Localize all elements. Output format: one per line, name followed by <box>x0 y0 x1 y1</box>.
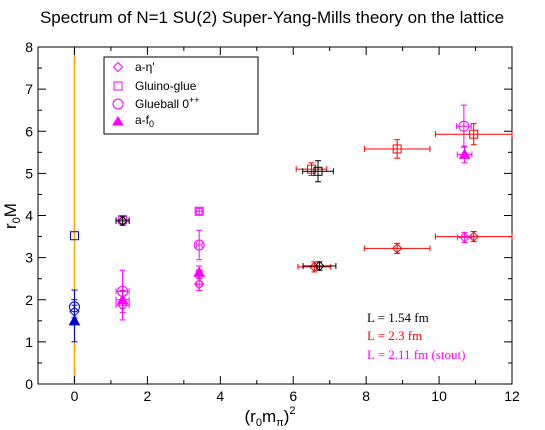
data-point-triangle <box>193 265 206 280</box>
x-tick-label: 6 <box>289 388 297 404</box>
diamond-marker <box>314 260 325 272</box>
square-marker <box>313 166 323 176</box>
y-tick-label: 7 <box>25 81 33 97</box>
legend-label-a-f0-sub: 0 <box>149 119 154 129</box>
legend-entry-a-f0: a-f0 <box>112 113 154 129</box>
data-point-square <box>69 231 79 241</box>
data-point-triangle <box>456 145 473 164</box>
data-point-diamond <box>363 242 431 254</box>
y-tick-label: 5 <box>25 165 33 181</box>
legend-entry-glueball: Glueball 0++ <box>112 95 200 111</box>
diamond-marker <box>468 231 479 242</box>
x-tick-label: 10 <box>431 388 447 404</box>
data-point-diamond <box>193 277 205 291</box>
data-point-square <box>363 139 431 159</box>
diamond-marker <box>193 278 205 290</box>
x-tick-label: 0 <box>71 388 79 404</box>
y-tick-label: 2 <box>25 292 33 308</box>
legend-label-eta-prime: a-η' <box>135 60 155 74</box>
data-point-diamond <box>115 215 130 227</box>
legend-diamond-marker <box>112 61 124 73</box>
ensemble-label-3: L = 2.11 fm (stout) <box>367 347 465 362</box>
x-tick-label: 8 <box>362 388 370 404</box>
svg-text:Glueball 0++: Glueball 0++ <box>135 95 200 111</box>
data-point-circle <box>456 104 472 148</box>
legend-entry-gluino-glue: Gluino-glue <box>113 79 197 93</box>
chart-title: Spectrum of N=1 SU(2) Super-Yang-Mills t… <box>40 8 504 27</box>
legend-label-gluino-glue: Gluino-glue <box>135 79 197 93</box>
diamond-marker <box>391 243 403 254</box>
y-tick-label: 4 <box>25 208 33 224</box>
y-tick-label: 6 <box>25 123 33 139</box>
legend-triangle-marker <box>112 116 124 126</box>
square-marker <box>69 231 79 241</box>
svg-text:a-f0: a-f0 <box>135 113 154 129</box>
x-axis-label: (r0mπ)2 <box>244 405 295 429</box>
legend-label-a-f0: a-f <box>135 113 150 127</box>
legend-circle-marker <box>112 98 124 110</box>
legend-square-marker <box>113 81 123 91</box>
y-tick-label: 1 <box>25 334 33 350</box>
data-point-square <box>194 206 204 216</box>
triangle-marker <box>458 148 471 159</box>
y-tick-label: 3 <box>25 250 33 266</box>
y-axis-label: r0M <box>1 203 23 229</box>
y-tick-label: 8 <box>25 39 33 55</box>
legend-label-glueball: Glueball 0 <box>135 97 189 111</box>
square-marker <box>392 144 402 154</box>
legend-box <box>103 56 259 135</box>
ensemble-label-2: L = 2.3 fm <box>367 328 422 343</box>
circle-marker <box>458 120 470 132</box>
data-point-circle <box>193 229 205 261</box>
legend-label-glueball-sup: ++ <box>189 95 200 105</box>
ensemble-label-1: L = 1.54 fm <box>367 310 429 325</box>
x-tick-label: 4 <box>216 388 224 404</box>
data-point-square <box>302 160 334 183</box>
legend-entry-eta-prime: a-η' <box>112 60 155 74</box>
diamond-marker <box>117 215 128 227</box>
square-marker <box>469 129 479 139</box>
square-marker <box>306 164 316 174</box>
diamond-marker <box>117 300 128 311</box>
legend: a-η' Gluino-glue Glueball 0++ a-f0 <box>103 56 259 135</box>
x-tick-label: 12 <box>504 388 520 404</box>
data-point-diamond <box>115 289 130 321</box>
data-point-diamond <box>434 231 513 243</box>
square-marker <box>194 206 204 216</box>
triangle-marker <box>193 266 206 277</box>
x-tick-label: 2 <box>143 388 151 404</box>
circle-marker <box>193 239 205 251</box>
y-tick-label: 0 <box>25 376 33 392</box>
data-point-triangle <box>68 299 81 343</box>
triangle-marker <box>68 314 81 326</box>
data-point-diamond <box>456 231 473 243</box>
diamond-marker <box>309 261 320 273</box>
data-point-diamond <box>302 260 337 272</box>
data-point-square <box>434 123 513 146</box>
diamond-marker <box>459 232 470 243</box>
